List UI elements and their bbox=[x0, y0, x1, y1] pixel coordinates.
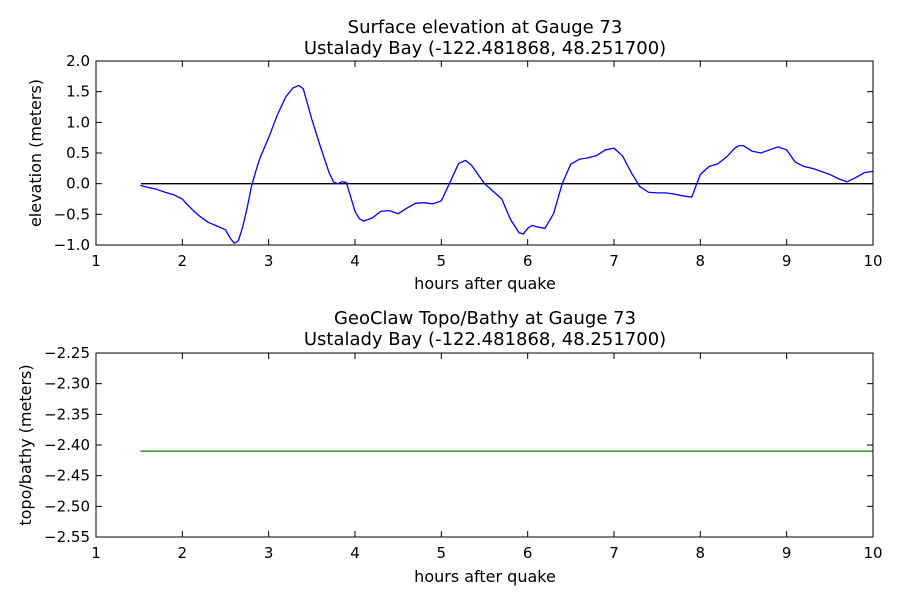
elevation-chart-xtick-label: 8 bbox=[696, 252, 706, 270]
elevation-chart-ytick-label: 2.0 bbox=[66, 52, 90, 70]
topo-bathy-chart-ytick-label: −2.45 bbox=[44, 467, 90, 485]
elevation-chart-xtick-label: 10 bbox=[863, 252, 882, 270]
topo-bathy-chart: GeoClaw Topo/Bathy at Gauge 73 Ustalady … bbox=[16, 308, 883, 586]
topo-bathy-chart-ytick-label: −2.35 bbox=[44, 405, 90, 423]
topo-bathy-chart-xtick-label: 3 bbox=[264, 544, 274, 562]
elevation-chart-xtick-label: 7 bbox=[609, 252, 619, 270]
elevation-chart-ytick-label: 1.0 bbox=[66, 113, 90, 131]
topo-bathy-chart-xtick-label: 1 bbox=[91, 544, 101, 562]
elevation-chart-xtick-label: 3 bbox=[264, 252, 274, 270]
topo-bathy-chart-frame bbox=[95, 352, 874, 538]
elevation-chart-series bbox=[140, 84, 874, 244]
elevation-chart-xtick-label: 6 bbox=[523, 252, 533, 270]
elevation-chart-ytick-label: 0.0 bbox=[66, 175, 90, 193]
topo-bathy-chart-xtick-label: 2 bbox=[178, 544, 188, 562]
topo-bathy-chart-title-line2: Ustalady Bay (-122.481868, 48.251700) bbox=[304, 329, 666, 350]
topo-bathy-chart-ylabel: topo/bathy (meters) bbox=[16, 364, 35, 525]
topo-bathy-chart-xtick-label: 8 bbox=[696, 544, 706, 562]
elevation-chart-ytick-label: −1.0 bbox=[54, 236, 90, 254]
elevation-chart-xtick-label: 9 bbox=[782, 252, 792, 270]
topo-bathy-chart-ytick-label: −2.50 bbox=[44, 497, 90, 515]
elevation-chart-xtick-label: 4 bbox=[350, 252, 360, 270]
topo-bathy-chart-xlabel: hours after quake bbox=[414, 567, 556, 586]
topo-bathy-chart-ytick-label: −2.55 bbox=[44, 528, 90, 546]
elevation-chart-ylabel: elevation (meters) bbox=[26, 79, 45, 227]
topo-bathy-chart-ytick-label: −2.25 bbox=[44, 344, 90, 362]
elevation-chart-ytick-label: 0.5 bbox=[66, 144, 90, 162]
elevation-chart-ticks: 1 2 3 4 5 6 7 8 9 10 −1.0 −0.5 0.0 0.5 1.0 1.5 2.0 bbox=[54, 52, 883, 270]
topo-bathy-chart-ytick-label: −2.40 bbox=[44, 436, 90, 454]
elevation-chart-title-line1: Surface elevation at Gauge 73 bbox=[348, 17, 623, 38]
elevation-chart-xtick-label: 1 bbox=[91, 252, 101, 270]
elevation-chart-title-line2: Ustalady Bay (-122.481868, 48.251700) bbox=[304, 38, 666, 59]
topo-bathy-chart-xtick-label: 5 bbox=[437, 544, 447, 562]
topo-bathy-chart-ytick-label: −2.30 bbox=[44, 375, 90, 393]
topo-bathy-chart-ticks: 1 2 3 4 5 6 7 8 9 10 −2.55 −2.50 −2.45 −2.40 −2.35 −2.3… bbox=[44, 344, 883, 562]
elevation-chart: Surface elevation at Gauge 73 Ustalady B… bbox=[26, 17, 883, 293]
topo-bathy-chart-xtick-label: 9 bbox=[782, 544, 792, 562]
topo-bathy-chart-xtick-label: 6 bbox=[523, 544, 533, 562]
elevation-chart-xtick-label: 5 bbox=[437, 252, 447, 270]
elevation-chart-xtick-label: 2 bbox=[178, 252, 188, 270]
elevation-chart-xlabel: hours after quake bbox=[414, 274, 556, 293]
elevation-chart-ytick-label: 1.5 bbox=[66, 83, 90, 101]
topo-bathy-chart-title-line1: GeoClaw Topo/Bathy at Gauge 73 bbox=[334, 308, 636, 329]
elevation-chart-frame bbox=[95, 60, 874, 246]
elevation-chart-series-line bbox=[140, 84, 874, 244]
topo-bathy-chart-xtick-label: 4 bbox=[350, 544, 360, 562]
topo-bathy-chart-xtick-label: 10 bbox=[863, 544, 882, 562]
topo-bathy-chart-xtick-label: 7 bbox=[609, 544, 619, 562]
elevation-chart-ytick-label: −0.5 bbox=[54, 205, 90, 223]
